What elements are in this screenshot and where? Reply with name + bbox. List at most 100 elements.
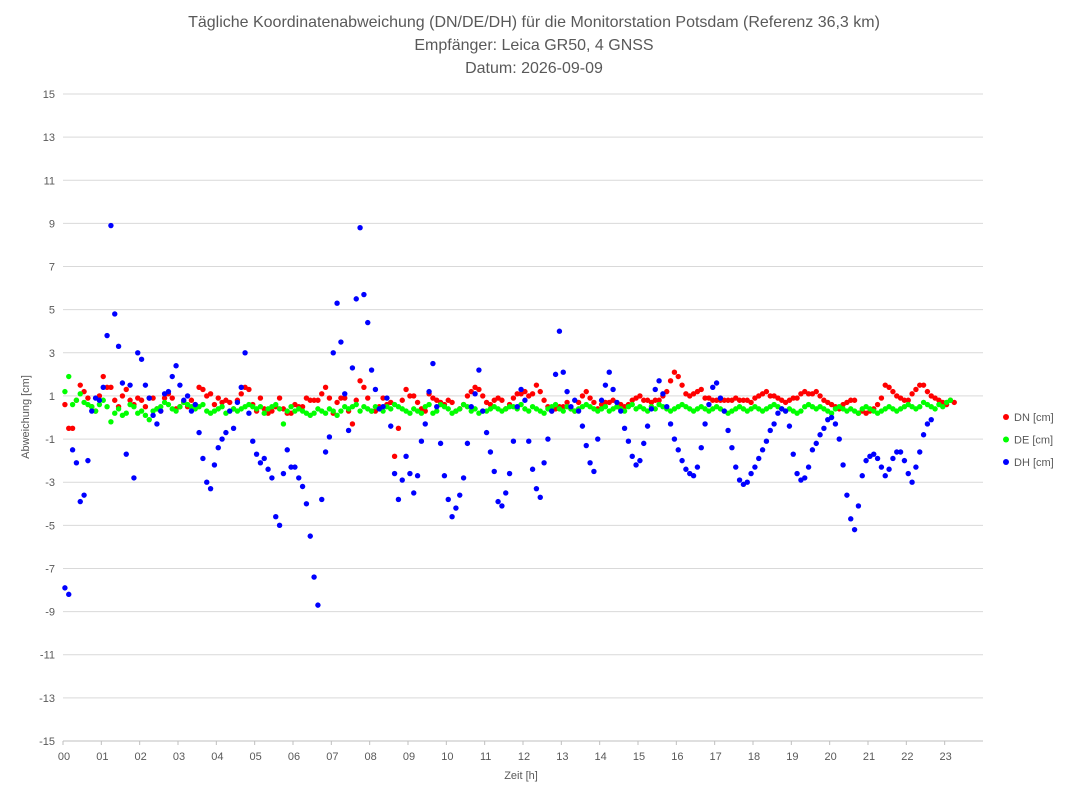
data-point <box>763 438 770 444</box>
data-point <box>583 388 589 395</box>
x-tick-label: 17 <box>710 751 722 763</box>
data-point <box>326 434 333 440</box>
data-point <box>794 395 800 401</box>
data-point <box>92 408 99 414</box>
data-point <box>840 462 846 468</box>
data-point <box>407 470 413 477</box>
data-point <box>625 438 632 444</box>
data-point <box>591 468 597 475</box>
data-point <box>81 492 87 498</box>
data-point <box>69 425 76 431</box>
data-point <box>411 393 417 399</box>
data-point <box>399 397 405 403</box>
data-point <box>330 350 336 356</box>
data-point <box>104 384 110 391</box>
y-tick-label: -11 <box>40 650 55 662</box>
x-tick-labels: 00 01 02 03 04 05 06 07 08 09 10 11 12 13 14 15 16 17 18 19… <box>58 741 952 763</box>
data-point <box>211 462 218 468</box>
data-point <box>280 421 287 427</box>
data-point <box>158 408 164 414</box>
data-point <box>215 444 221 451</box>
data-point <box>805 391 812 397</box>
data-point <box>215 395 221 401</box>
data-point <box>679 457 685 464</box>
data-point <box>710 397 716 403</box>
x-tick-label: 02 <box>135 751 147 763</box>
data-point <box>108 222 114 229</box>
data-point <box>219 404 225 410</box>
x-tick-label: 20 <box>825 751 837 763</box>
data-point <box>207 391 214 397</box>
data-point <box>736 477 743 483</box>
legend-marker <box>1003 459 1009 465</box>
y-tick-label: 5 <box>49 305 55 317</box>
data-point <box>529 391 536 397</box>
data-point <box>541 460 547 466</box>
data-point <box>464 440 471 447</box>
x-tick-label: 16 <box>671 751 683 763</box>
data-point <box>909 479 915 485</box>
data-point <box>449 399 455 406</box>
data-point <box>897 449 904 455</box>
data-point <box>468 404 474 410</box>
data-point <box>242 350 248 356</box>
x-tick-label: 08 <box>365 751 377 763</box>
data-point <box>353 401 359 408</box>
data-point <box>721 408 727 414</box>
data-point <box>552 401 559 408</box>
data-point <box>572 397 578 403</box>
data-point <box>338 408 344 414</box>
data-point <box>100 373 106 380</box>
data-point <box>234 399 241 406</box>
data-point <box>920 432 927 438</box>
x-tick-label: 00 <box>58 751 70 763</box>
x-tick-label: 12 <box>518 751 530 763</box>
data-point <box>380 395 386 401</box>
data-point <box>560 408 566 414</box>
data-point <box>786 423 793 429</box>
data-point <box>403 453 409 460</box>
x-axis-label: Zeit [h] <box>504 770 538 782</box>
data-point <box>583 442 589 449</box>
data-point <box>790 451 796 457</box>
data-point <box>127 397 133 403</box>
x-tick-label: 11 <box>480 751 491 763</box>
data-point <box>177 404 183 410</box>
data-point <box>890 455 896 462</box>
data-point <box>748 399 754 406</box>
data-point <box>257 460 264 466</box>
data-point <box>276 395 283 401</box>
data-point <box>913 386 919 393</box>
data-point <box>307 397 313 403</box>
data-point <box>108 419 114 425</box>
data-point <box>740 397 747 403</box>
data-point <box>744 479 750 485</box>
data-point <box>848 397 854 403</box>
data-point <box>671 436 678 442</box>
y-tick-label: -7 <box>45 563 55 575</box>
data-point <box>66 425 72 431</box>
data-point <box>334 300 340 306</box>
data-point <box>621 425 628 431</box>
y-tick-label: -3 <box>45 477 55 489</box>
data-point <box>296 475 302 481</box>
data-point <box>127 382 133 388</box>
data-point <box>411 490 417 496</box>
data-point <box>219 436 225 442</box>
data-point <box>165 388 172 395</box>
data-point <box>434 408 440 414</box>
data-point <box>146 395 152 401</box>
data-point <box>437 440 444 447</box>
data-point <box>510 438 517 444</box>
x-tick-label: 23 <box>940 751 952 763</box>
data-point <box>368 367 375 373</box>
data-point <box>108 384 114 391</box>
data-point <box>457 406 463 412</box>
data-point <box>579 393 586 399</box>
data-point <box>702 395 708 401</box>
data-point <box>89 408 95 414</box>
data-point <box>736 397 743 403</box>
data-point <box>457 492 463 498</box>
data-point <box>100 397 106 403</box>
